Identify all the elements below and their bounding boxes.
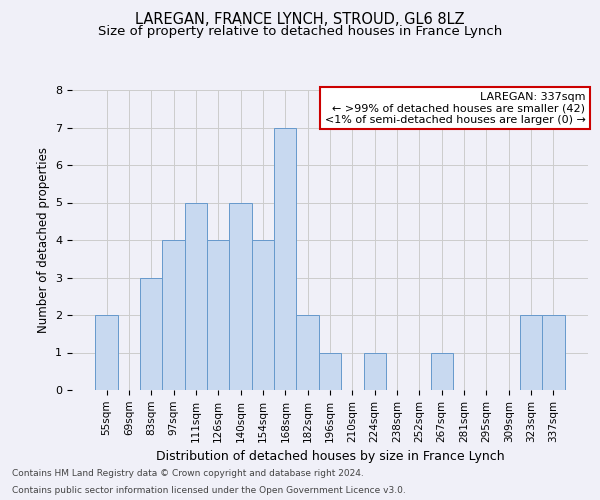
Bar bbox=[520, 315, 542, 390]
Text: Contains public sector information licensed under the Open Government Licence v3: Contains public sector information licen… bbox=[12, 486, 406, 495]
Bar bbox=[229, 202, 252, 390]
Bar bbox=[140, 278, 163, 390]
Text: Size of property relative to detached houses in France Lynch: Size of property relative to detached ho… bbox=[98, 25, 502, 38]
Bar bbox=[207, 240, 229, 390]
Bar bbox=[542, 315, 565, 390]
X-axis label: Distribution of detached houses by size in France Lynch: Distribution of detached houses by size … bbox=[155, 450, 505, 463]
Bar bbox=[364, 352, 386, 390]
Text: Contains HM Land Registry data © Crown copyright and database right 2024.: Contains HM Land Registry data © Crown c… bbox=[12, 468, 364, 477]
Bar bbox=[296, 315, 319, 390]
Bar bbox=[252, 240, 274, 390]
Bar bbox=[431, 352, 453, 390]
Bar bbox=[274, 128, 296, 390]
Bar bbox=[95, 315, 118, 390]
Bar bbox=[319, 352, 341, 390]
Y-axis label: Number of detached properties: Number of detached properties bbox=[37, 147, 50, 333]
Bar bbox=[185, 202, 207, 390]
Text: LAREGAN: 337sqm
← >99% of detached houses are smaller (42)
<1% of semi-detached : LAREGAN: 337sqm ← >99% of detached house… bbox=[325, 92, 586, 124]
Text: LAREGAN, FRANCE LYNCH, STROUD, GL6 8LZ: LAREGAN, FRANCE LYNCH, STROUD, GL6 8LZ bbox=[135, 12, 465, 28]
Bar bbox=[163, 240, 185, 390]
